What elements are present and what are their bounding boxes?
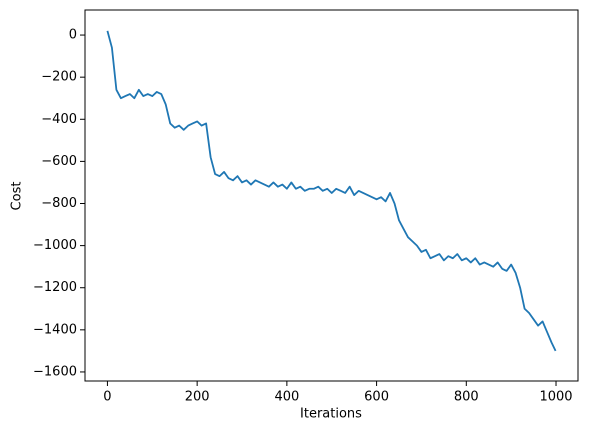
x-tick-label: 800 [454, 390, 479, 405]
y-tick-label: −400 [41, 112, 77, 127]
x-tick-label: 600 [364, 390, 389, 405]
y-axis-label: Cost [10, 182, 25, 211]
y-tick-label: −600 [41, 154, 77, 169]
x-tick-label: 1000 [539, 390, 572, 405]
y-tick-label: −800 [41, 196, 77, 211]
y-tick-label: −1600 [33, 364, 77, 379]
x-tick-label: 200 [185, 390, 210, 405]
axes-frame [84, 9, 579, 382]
x-axis-label: Iterations [300, 407, 362, 422]
data-line [106, 30, 557, 352]
y-tick-label: −1400 [33, 322, 77, 337]
y-tick-label: 0 [69, 28, 77, 43]
y-tick-label: −200 [41, 70, 77, 85]
x-tick-label: 0 [103, 390, 111, 405]
x-tick-label: 400 [274, 390, 299, 405]
y-tick-label: −1000 [33, 238, 77, 253]
y-tick-label: −1200 [33, 280, 77, 295]
